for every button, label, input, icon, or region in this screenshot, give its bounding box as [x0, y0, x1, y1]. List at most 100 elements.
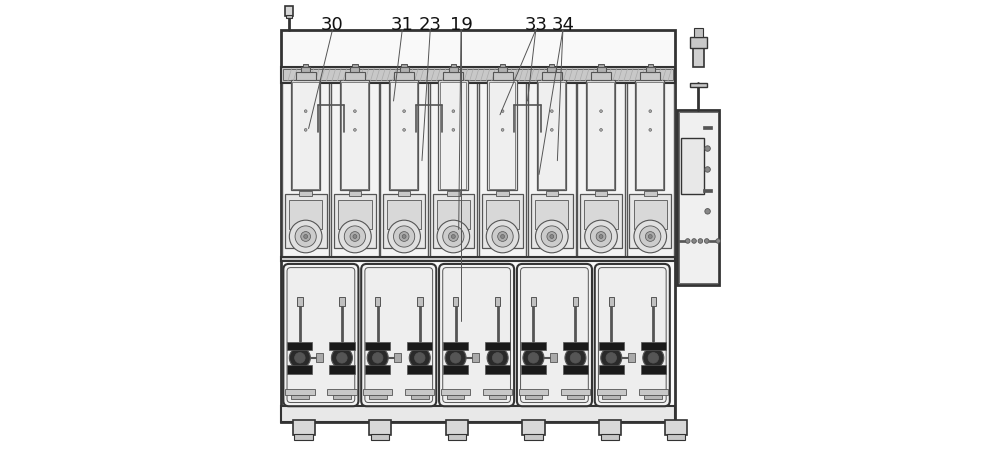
Bar: [448, 434, 466, 440]
Circle shape: [486, 220, 519, 253]
Bar: [563, 365, 588, 374]
FancyBboxPatch shape: [287, 268, 355, 403]
Circle shape: [445, 347, 466, 369]
Circle shape: [643, 347, 664, 369]
Bar: [437, 200, 470, 230]
Bar: [577, 78, 625, 259]
Circle shape: [550, 129, 553, 131]
Bar: [524, 434, 543, 440]
Bar: [584, 200, 618, 230]
Bar: [340, 80, 369, 190]
Bar: [646, 67, 655, 72]
Circle shape: [388, 220, 420, 253]
FancyBboxPatch shape: [361, 264, 436, 406]
Bar: [303, 64, 308, 67]
Circle shape: [547, 232, 557, 241]
Bar: [496, 191, 509, 196]
Bar: [449, 67, 458, 72]
Circle shape: [649, 110, 652, 112]
Bar: [411, 395, 429, 399]
Bar: [598, 64, 604, 67]
Bar: [329, 365, 355, 374]
Bar: [681, 138, 704, 194]
Circle shape: [649, 129, 652, 131]
Bar: [338, 200, 372, 230]
Circle shape: [448, 232, 458, 241]
Bar: [609, 297, 614, 306]
Bar: [500, 64, 505, 67]
Circle shape: [394, 226, 415, 247]
Circle shape: [289, 347, 310, 369]
Bar: [301, 67, 310, 72]
Bar: [285, 6, 293, 16]
Text: 23: 23: [419, 16, 442, 34]
Circle shape: [487, 347, 508, 369]
Bar: [483, 389, 512, 395]
Circle shape: [350, 232, 360, 241]
Bar: [634, 200, 667, 230]
Bar: [546, 191, 558, 196]
Bar: [690, 37, 707, 48]
Bar: [447, 191, 460, 196]
Bar: [489, 82, 515, 189]
Circle shape: [304, 129, 307, 131]
Bar: [665, 420, 687, 435]
Bar: [331, 78, 379, 259]
Bar: [281, 406, 675, 422]
Circle shape: [337, 353, 347, 363]
Bar: [441, 389, 470, 395]
Bar: [369, 420, 391, 435]
Bar: [407, 342, 432, 351]
Circle shape: [331, 347, 352, 369]
Bar: [537, 80, 566, 190]
Bar: [430, 78, 477, 259]
Bar: [472, 353, 479, 363]
Bar: [677, 110, 719, 285]
Circle shape: [601, 347, 622, 369]
Circle shape: [451, 235, 455, 238]
Circle shape: [634, 220, 667, 253]
Bar: [443, 365, 468, 374]
Bar: [627, 78, 674, 259]
Bar: [679, 112, 718, 283]
Bar: [493, 72, 513, 80]
Bar: [690, 83, 707, 87]
Bar: [635, 80, 664, 190]
Bar: [289, 200, 322, 230]
Circle shape: [541, 226, 562, 247]
Bar: [405, 389, 434, 395]
Bar: [293, 420, 315, 435]
Bar: [489, 395, 506, 399]
Bar: [417, 297, 423, 306]
Bar: [641, 365, 666, 374]
Bar: [365, 365, 390, 374]
Bar: [438, 80, 468, 190]
Circle shape: [692, 239, 696, 243]
Circle shape: [301, 232, 311, 241]
Circle shape: [640, 226, 661, 247]
Bar: [580, 194, 622, 248]
FancyBboxPatch shape: [517, 264, 592, 406]
Bar: [651, 297, 656, 306]
Bar: [709, 240, 717, 242]
Bar: [485, 342, 510, 351]
Bar: [542, 72, 562, 80]
Bar: [443, 342, 468, 351]
Circle shape: [304, 235, 308, 238]
Circle shape: [599, 235, 603, 238]
Bar: [371, 434, 389, 440]
Circle shape: [501, 110, 504, 112]
FancyBboxPatch shape: [598, 268, 666, 403]
Bar: [345, 72, 365, 80]
Circle shape: [295, 353, 305, 363]
Bar: [641, 342, 666, 351]
Bar: [597, 389, 626, 395]
Bar: [440, 82, 466, 189]
Bar: [522, 420, 545, 435]
Bar: [485, 365, 510, 374]
Bar: [521, 365, 546, 374]
Bar: [694, 28, 703, 37]
Circle shape: [648, 353, 659, 363]
Bar: [601, 434, 619, 440]
Bar: [528, 78, 576, 259]
